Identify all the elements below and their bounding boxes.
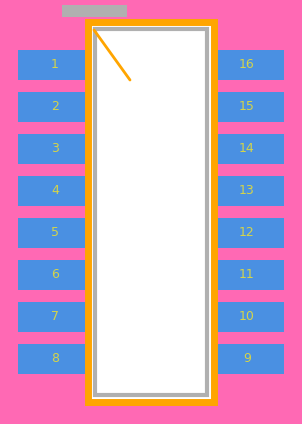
Bar xyxy=(18,302,92,332)
Text: 2: 2 xyxy=(51,100,59,114)
Text: 5: 5 xyxy=(51,226,59,240)
Text: 10: 10 xyxy=(239,310,255,324)
Bar xyxy=(18,50,92,80)
Text: 7: 7 xyxy=(51,310,59,324)
Bar xyxy=(210,134,284,164)
Bar xyxy=(18,176,92,206)
Text: 1: 1 xyxy=(51,59,59,72)
Bar xyxy=(210,218,284,248)
Bar xyxy=(62,5,127,17)
Text: 11: 11 xyxy=(239,268,255,282)
Bar xyxy=(210,344,284,374)
Bar xyxy=(210,302,284,332)
Text: 12: 12 xyxy=(239,226,255,240)
Bar xyxy=(18,218,92,248)
Text: 15: 15 xyxy=(239,100,255,114)
Bar xyxy=(18,260,92,290)
Text: 4: 4 xyxy=(51,184,59,198)
Text: 8: 8 xyxy=(51,352,59,365)
Text: 9: 9 xyxy=(243,352,251,365)
Text: 13: 13 xyxy=(239,184,255,198)
Text: 6: 6 xyxy=(51,268,59,282)
Bar xyxy=(210,176,284,206)
Text: 14: 14 xyxy=(239,142,255,156)
Bar xyxy=(95,29,207,395)
Text: 16: 16 xyxy=(239,59,255,72)
Bar xyxy=(210,92,284,122)
Bar xyxy=(18,134,92,164)
Bar xyxy=(210,50,284,80)
Text: 3: 3 xyxy=(51,142,59,156)
Bar xyxy=(210,260,284,290)
Bar xyxy=(88,22,214,402)
Bar xyxy=(18,344,92,374)
Bar xyxy=(18,92,92,122)
